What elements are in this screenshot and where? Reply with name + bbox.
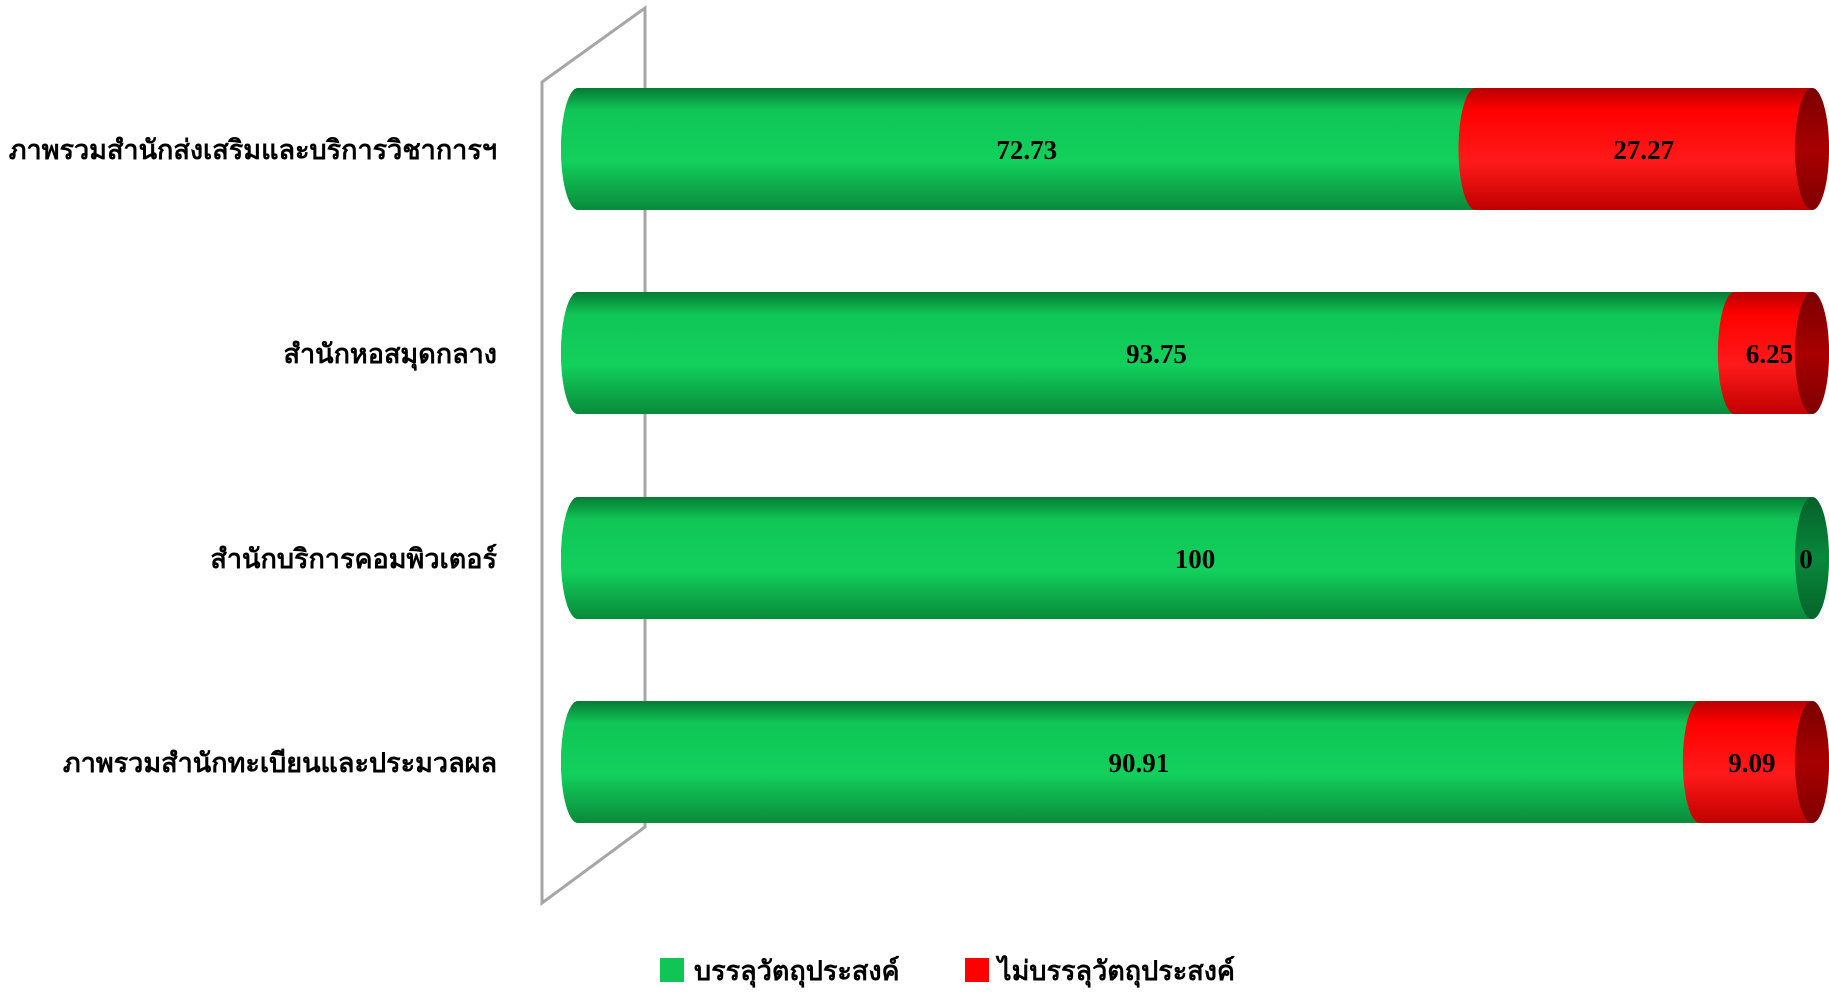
category-label: สำนักบริการคอมพิวเตอร์	[210, 543, 497, 575]
bar-segment-not-achieved	[1682, 701, 1829, 823]
bar-end-cap	[1795, 88, 1829, 210]
bar-segment-achieved	[561, 88, 1493, 210]
data-label-not-achieved: 27.27	[1613, 135, 1674, 165]
bar-segment-achieved	[561, 497, 1829, 619]
category-label: สำนักหอสมุดกลาง	[283, 339, 497, 371]
bar-end-cap	[1795, 292, 1829, 414]
legend: บรรลุวัตถุประสงค์ ไม่บรรลุวัตถุประสงค์	[660, 955, 1235, 988]
legend-label-not-achieved: ไม่บรรลุวัตถุประสงค์	[995, 955, 1235, 988]
data-label-achieved: 90.91	[1109, 748, 1170, 778]
bar-segment-not-achieved	[1458, 88, 1829, 210]
data-label-achieved: 72.73	[996, 135, 1057, 165]
data-label-not-achieved: 9.09	[1728, 748, 1775, 778]
category-label: ภาพรวมสำนักทะเบียนและประมวลผล	[63, 748, 497, 779]
legend-swatch-not-achieved	[965, 958, 989, 982]
data-label-not-achieved: 0	[1799, 544, 1813, 574]
data-label-not-achieved: 6.25	[1746, 339, 1793, 369]
bar-end-cap	[1795, 497, 1829, 619]
legend-swatch-achieved	[660, 958, 684, 982]
labels-layer: ภาพรวมสำนักส่งเสริมและบริการวิชาการฯ 72.7…	[9, 135, 1813, 779]
bar-end-cap	[1795, 701, 1829, 823]
data-label-achieved: 100	[1175, 544, 1216, 574]
legend-item-not-achieved: ไม่บรรลุวัตถุประสงค์	[965, 955, 1235, 988]
category-label: ภาพรวมสำนักส่งเสริมและบริการวิชาการฯ	[9, 135, 497, 166]
bar-segment-achieved	[561, 292, 1752, 414]
data-label-achieved: 93.75	[1126, 339, 1187, 369]
legend-item-achieved: บรรลุวัตถุประสงค์	[660, 955, 900, 988]
bar-segment-achieved	[561, 701, 1717, 823]
chart-back-wall	[540, 5, 647, 906]
legend-label-achieved: บรรลุวัตถุประสงค์	[694, 955, 900, 988]
bars-layer	[561, 88, 1829, 823]
